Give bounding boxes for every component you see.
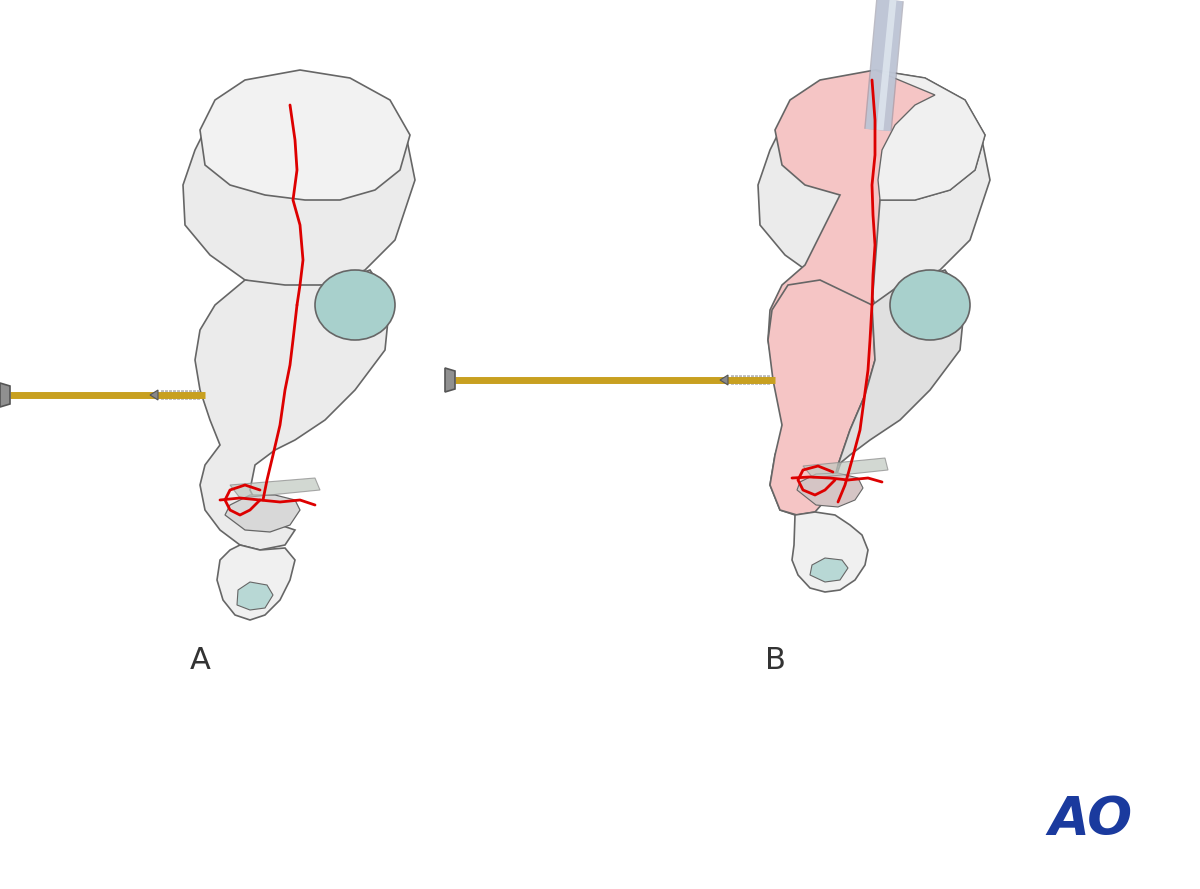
Polygon shape xyxy=(810,558,848,582)
Polygon shape xyxy=(238,582,274,610)
Polygon shape xyxy=(875,70,985,200)
Polygon shape xyxy=(200,70,410,200)
Text: A: A xyxy=(190,645,210,675)
Polygon shape xyxy=(768,70,985,515)
Polygon shape xyxy=(230,478,320,498)
Polygon shape xyxy=(720,375,728,385)
Polygon shape xyxy=(445,368,455,392)
Polygon shape xyxy=(803,458,888,478)
Text: B: B xyxy=(764,645,786,675)
Polygon shape xyxy=(838,270,965,465)
Polygon shape xyxy=(797,473,863,507)
Ellipse shape xyxy=(890,270,970,340)
Ellipse shape xyxy=(316,270,395,340)
Polygon shape xyxy=(184,85,415,290)
Polygon shape xyxy=(758,85,990,305)
Polygon shape xyxy=(150,390,158,400)
Polygon shape xyxy=(217,545,295,620)
Polygon shape xyxy=(768,280,875,515)
Polygon shape xyxy=(0,383,10,407)
Polygon shape xyxy=(792,512,868,592)
Text: AO: AO xyxy=(1048,794,1132,846)
Polygon shape xyxy=(196,270,390,550)
Polygon shape xyxy=(226,495,300,532)
